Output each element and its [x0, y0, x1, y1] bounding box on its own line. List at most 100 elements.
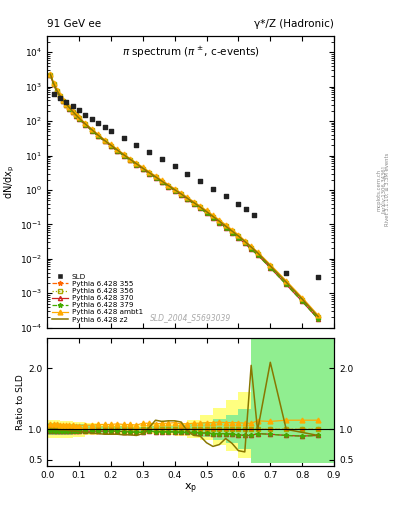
- Pythia 6.428 z2: [236, 233, 241, 239]
- Point: [146, 148, 152, 156]
- Pythia 6.428 ambt1: [217, 217, 222, 223]
- Point: [121, 134, 127, 142]
- Pythia 6.428 370: [108, 143, 113, 149]
- Pythia 6.428 370: [217, 220, 222, 226]
- Pythia 6.428 ambt1: [255, 249, 260, 255]
- Pythia 6.428 379: [191, 201, 196, 207]
- Pythia 6.428 370: [191, 201, 196, 207]
- Pythia 6.428 370: [61, 98, 66, 104]
- Pythia 6.428 z2: [316, 313, 320, 319]
- Pythia 6.428 370: [249, 246, 253, 252]
- Pythia 6.428 ambt1: [102, 137, 107, 143]
- Pythia 6.428 ambt1: [83, 120, 88, 126]
- Pythia 6.428 370: [284, 282, 288, 288]
- Pythia 6.428 356: [140, 165, 145, 172]
- Pythia 6.428 379: [57, 94, 62, 100]
- Pythia 6.428 355: [160, 179, 164, 185]
- Pythia 6.428 356: [64, 101, 69, 108]
- Pythia 6.428 356: [242, 239, 247, 245]
- Point: [95, 119, 101, 127]
- Pythia 6.428 ambt1: [204, 207, 209, 214]
- Point: [159, 155, 165, 163]
- Pythia 6.428 379: [198, 205, 202, 211]
- Pythia 6.428 ambt1: [48, 71, 53, 77]
- Y-axis label: dN/dx$_\mathrm{p}$: dN/dx$_\mathrm{p}$: [3, 164, 17, 199]
- Pythia 6.428 370: [70, 109, 75, 115]
- Pythia 6.428 z2: [153, 174, 158, 180]
- Pythia 6.428 356: [54, 88, 59, 94]
- Pythia 6.428 370: [166, 183, 171, 189]
- Pythia 6.428 z2: [268, 263, 273, 269]
- Pythia 6.428 z2: [121, 152, 126, 158]
- Pythia 6.428 370: [77, 116, 81, 122]
- Pythia 6.428 379: [179, 192, 184, 198]
- Legend: SLD, Pythia 6.428 355, Pythia 6.428 356, Pythia 6.428 370, Pythia 6.428 379, Pyt: SLD, Pythia 6.428 355, Pythia 6.428 356,…: [51, 272, 144, 324]
- Pythia 6.428 ambt1: [54, 87, 59, 93]
- Pythia 6.428 z2: [134, 161, 139, 167]
- Pythia 6.428 z2: [90, 126, 94, 133]
- Point: [50, 90, 57, 98]
- Point: [70, 102, 76, 111]
- Pythia 6.428 379: [204, 210, 209, 216]
- Pythia 6.428 379: [255, 252, 260, 258]
- Pythia 6.428 356: [204, 209, 209, 215]
- Pythia 6.428 356: [61, 98, 66, 104]
- Point: [82, 111, 88, 119]
- Pythia 6.428 ambt1: [223, 222, 228, 228]
- Pythia 6.428 ambt1: [316, 312, 320, 318]
- Pythia 6.428 370: [51, 81, 56, 88]
- Pythia 6.428 355: [185, 196, 190, 202]
- Pythia 6.428 355: [134, 161, 139, 167]
- Pythia 6.428 ambt1: [284, 278, 288, 284]
- Text: 91 GeV ee: 91 GeV ee: [47, 18, 101, 29]
- Pythia 6.428 356: [134, 161, 139, 167]
- Pythia 6.428 379: [140, 166, 145, 173]
- Point: [210, 184, 216, 193]
- Pythia 6.428 ambt1: [242, 238, 247, 244]
- Pythia 6.428 370: [153, 175, 158, 181]
- Y-axis label: Ratio to SLD: Ratio to SLD: [16, 374, 25, 430]
- Pythia 6.428 370: [134, 162, 139, 168]
- Point: [222, 193, 229, 201]
- Pythia 6.428 355: [249, 245, 253, 251]
- Pythia 6.428 370: [172, 188, 177, 194]
- Pythia 6.428 355: [166, 183, 171, 189]
- Pythia 6.428 370: [48, 72, 53, 78]
- Pythia 6.428 370: [128, 157, 132, 163]
- Line: Pythia 6.428 ambt1: Pythia 6.428 ambt1: [48, 71, 321, 317]
- Pythia 6.428 355: [191, 200, 196, 206]
- Pythia 6.428 379: [102, 138, 107, 144]
- Pythia 6.428 356: [51, 81, 56, 87]
- Pythia 6.428 370: [160, 179, 164, 185]
- Pythia 6.428 ambt1: [160, 177, 164, 183]
- Pythia 6.428 356: [102, 138, 107, 144]
- Pythia 6.428 370: [147, 170, 152, 177]
- Pythia 6.428 355: [70, 109, 75, 115]
- Pythia 6.428 370: [268, 265, 273, 271]
- Pythia 6.428 356: [211, 214, 215, 220]
- Pythia 6.428 z2: [83, 121, 88, 127]
- Line: Pythia 6.428 355: Pythia 6.428 355: [48, 73, 321, 320]
- Pythia 6.428 ambt1: [153, 173, 158, 179]
- Pythia 6.428 370: [223, 224, 228, 230]
- Pythia 6.428 356: [160, 179, 164, 185]
- Pythia 6.428 356: [198, 204, 202, 210]
- Pythia 6.428 379: [153, 175, 158, 181]
- Pythia 6.428 356: [121, 152, 126, 158]
- Pythia 6.428 z2: [166, 182, 171, 188]
- Pythia 6.428 379: [54, 88, 59, 94]
- Pythia 6.428 z2: [172, 186, 177, 193]
- Pythia 6.428 355: [204, 209, 209, 215]
- Pythia 6.428 356: [70, 109, 75, 115]
- Pythia 6.428 355: [172, 187, 177, 193]
- Pythia 6.428 355: [316, 314, 320, 321]
- Pythia 6.428 355: [128, 157, 132, 163]
- Pythia 6.428 355: [61, 98, 66, 104]
- X-axis label: x$_\mathrm{p}$: x$_\mathrm{p}$: [184, 481, 197, 496]
- Pythia 6.428 356: [230, 228, 234, 234]
- Text: mcplots.cern.ch: mcplots.cern.ch: [377, 168, 382, 210]
- Pythia 6.428 370: [255, 252, 260, 258]
- Pythia 6.428 356: [217, 219, 222, 225]
- Pythia 6.428 379: [217, 220, 222, 226]
- Pythia 6.428 z2: [230, 228, 234, 234]
